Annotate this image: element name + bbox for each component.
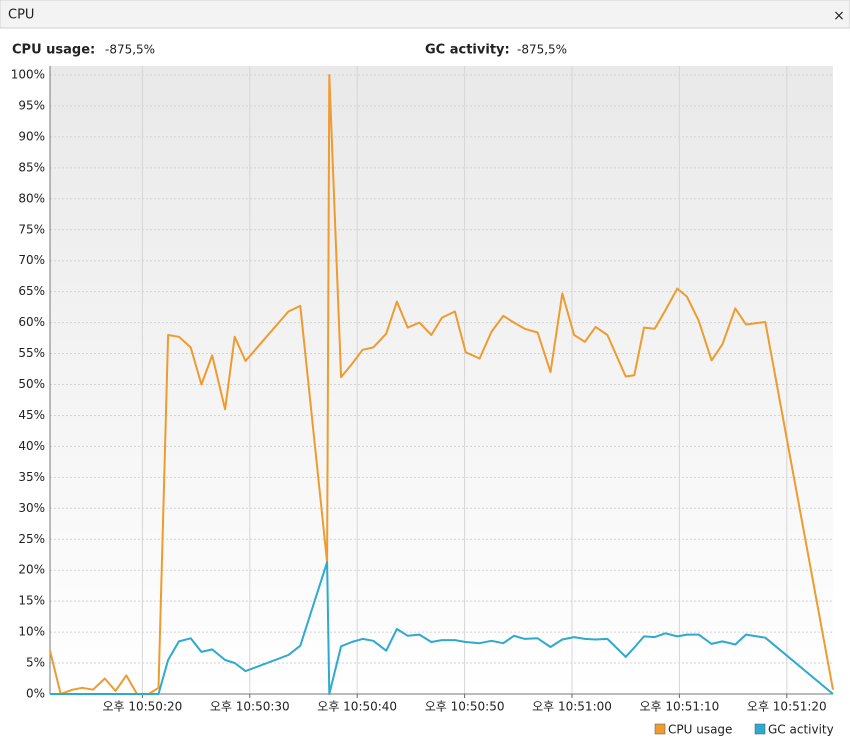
panel-title: CPU: [8, 8, 34, 23]
series-line: [50, 561, 834, 695]
x-tick-label: 오후 10:50:30: [210, 700, 290, 714]
y-tick-label: 25%: [18, 532, 45, 546]
stat-value: -875,5%: [517, 43, 567, 57]
stat-value: -875,5%: [105, 43, 155, 57]
y-tick-label: 30%: [18, 501, 45, 515]
close-button[interactable]: ×: [833, 8, 845, 24]
y-tick-label: 10%: [18, 625, 45, 639]
panel-header: [0, 0, 850, 29]
y-tick-label: 90%: [18, 129, 45, 143]
series-line: [49, 74, 834, 695]
y-tick-label: 50%: [18, 377, 45, 391]
y-tick-label: 0%: [26, 687, 45, 701]
y-tick-label: 70%: [18, 253, 45, 267]
y-tick-label: 95%: [18, 98, 45, 112]
stat-label: CPU usage:: [12, 43, 95, 58]
stat-label: GC activity:: [425, 43, 510, 58]
x-tick-label: 오후 10:51:20: [747, 700, 827, 714]
x-tick-label: 오후 10:51:10: [640, 700, 720, 714]
y-tick-label: 55%: [18, 346, 45, 360]
plot-background: [50, 66, 833, 694]
y-tick-label: 35%: [18, 470, 45, 484]
y-tick-label: 40%: [18, 439, 45, 453]
x-tick-label: 오후 10:51:00: [532, 700, 612, 714]
y-tick-label: 45%: [18, 408, 45, 422]
legend-label: CPU usage: [668, 723, 732, 737]
legend-label: GC activity: [768, 723, 834, 737]
x-tick-label: 오후 10:50:40: [317, 700, 397, 714]
y-tick-label: 75%: [18, 222, 45, 236]
y-tick-label: 5%: [26, 656, 45, 670]
legend-swatch: [654, 723, 666, 735]
y-tick-label: 60%: [18, 315, 45, 329]
y-tick-label: 20%: [18, 563, 45, 577]
x-tick-label: 오후 10:50:50: [425, 700, 505, 714]
y-tick-label: 85%: [18, 160, 45, 174]
y-tick-label: 100%: [11, 68, 45, 82]
y-tick-label: 80%: [18, 191, 45, 205]
y-tick-label: 15%: [18, 594, 45, 608]
y-tick-label: 65%: [18, 284, 45, 298]
x-tick-label: 오후 10:50:20: [102, 700, 182, 714]
legend-swatch: [754, 723, 766, 735]
